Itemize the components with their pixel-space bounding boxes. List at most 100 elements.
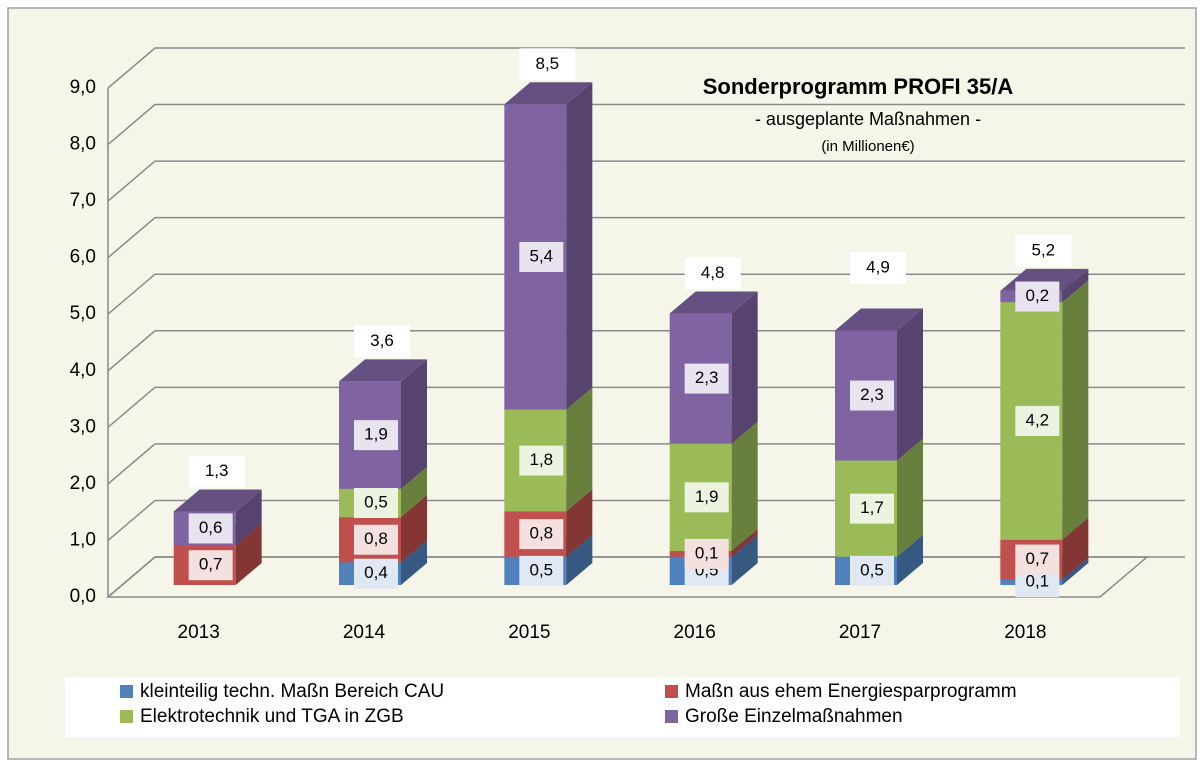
unit-note: (in Millionen€) [821,138,914,155]
legend-swatch [120,685,133,698]
data-label: 0,8 [364,529,388,548]
legend-label: Maßn aus ehem Energiesparprogramm [685,681,1017,702]
bar-top [504,82,593,105]
total-box [188,455,245,488]
legend-box [65,677,1180,737]
bar-side [566,534,593,585]
legend-swatch [665,710,678,723]
bar-side [897,308,923,461]
total-label: 3,6 [370,331,394,350]
bar-side [731,534,758,585]
data-label: 0,1 [695,543,719,562]
data-label: 5,4 [530,246,554,265]
data-label: 2,3 [860,385,884,404]
bar-side [731,529,758,557]
y-tick-label: 3,0 [70,416,96,437]
x-tick-label: 2016 [674,622,716,643]
bar-side [401,540,427,585]
data-label-box [684,363,729,394]
y-tick-label: 8,0 [70,134,96,155]
data-label-box [850,493,894,524]
chart-subtitle: - ausgeplante Maßnahmen - [755,109,981,129]
data-label: 0,6 [199,518,223,537]
data-label: 0,5 [530,560,554,579]
bar-side [566,387,593,512]
data-label-box [354,524,398,555]
chart-title: Sonderprogramm PROFI 35/A [703,74,1014,99]
y-tick-label: 6,0 [70,247,96,268]
bar-side [1062,557,1089,585]
bar-side [1062,517,1089,580]
data-label-box [519,519,564,550]
legend-label: Große Einzelmaßnahmen [685,706,903,727]
data-label-box [188,550,233,581]
total-label: 8,5 [536,54,560,73]
data-label: 0,1 [1026,572,1050,591]
data-label: 2,3 [695,368,719,387]
y-tick-label: 9,0 [70,77,96,98]
data-label: 1,8 [530,450,554,469]
bar-top [835,308,923,331]
x-tick-label: 2013 [178,622,220,643]
data-label: 0,8 [530,524,554,543]
data-label-box [519,445,564,476]
bar-side [1062,280,1089,540]
total-box [1015,234,1072,267]
bar-side [235,489,262,546]
data-label: 0,5 [364,492,388,511]
data-label-box [354,420,398,451]
legend-swatch [120,710,133,723]
data-label-box [850,380,894,411]
data-label: 0,2 [1026,286,1050,305]
bar-side [566,489,593,557]
legend-swatch [665,685,678,698]
data-label: 0,4 [364,563,388,582]
bar-side [897,438,923,557]
total-label: 4,8 [701,263,725,282]
data-label: 1,9 [364,425,388,444]
data-label: 0,7 [1026,549,1050,568]
grid-line [107,160,1185,202]
data-label-box [1015,405,1060,436]
data-label-box [1015,544,1060,575]
data-label-box [684,482,729,513]
bar-top [339,359,427,382]
grid-line [107,273,1185,315]
y-tick-label: 4,0 [70,360,96,381]
x-tick-label: 2017 [839,622,881,643]
bar-side [731,421,758,552]
data-label: 0,5 [860,560,884,579]
bar-side [401,466,427,518]
y-tick-label: 0,0 [70,586,96,607]
total-label: 4,9 [866,257,890,276]
x-tick-label: 2018 [1004,622,1046,643]
data-label-box [354,558,398,589]
total-label: 1,3 [205,461,229,480]
grid-line [107,216,1185,259]
data-label: 1,7 [860,498,884,517]
data-label: 4,2 [1026,410,1050,429]
x-tick-label: 2015 [508,622,550,643]
bar-side [1062,268,1089,303]
legend-label: kleinteilig techn. Maßn Bereich CAU [140,681,444,702]
bar-side [235,523,262,585]
data-label-box [850,555,894,586]
data-label-box [519,555,564,586]
total-box [684,257,741,290]
y-tick-label: 1,0 [70,529,96,550]
grid-line [107,47,1185,89]
data-label: 0,7 [199,555,223,574]
total-box [850,251,906,284]
data-label-box [188,513,233,544]
bar-side [401,495,427,563]
total-label: 5,2 [1032,240,1056,259]
bar-side [566,82,593,410]
y-tick-label: 2,0 [70,473,96,494]
y-tick-label: 7,0 [70,190,96,211]
bar-side [897,534,923,585]
data-label-box [354,487,398,518]
data-label: 1,9 [695,487,719,506]
bar-side [731,291,758,444]
legend-label: Elektrotechnik und TGA in ZGB [140,706,404,727]
